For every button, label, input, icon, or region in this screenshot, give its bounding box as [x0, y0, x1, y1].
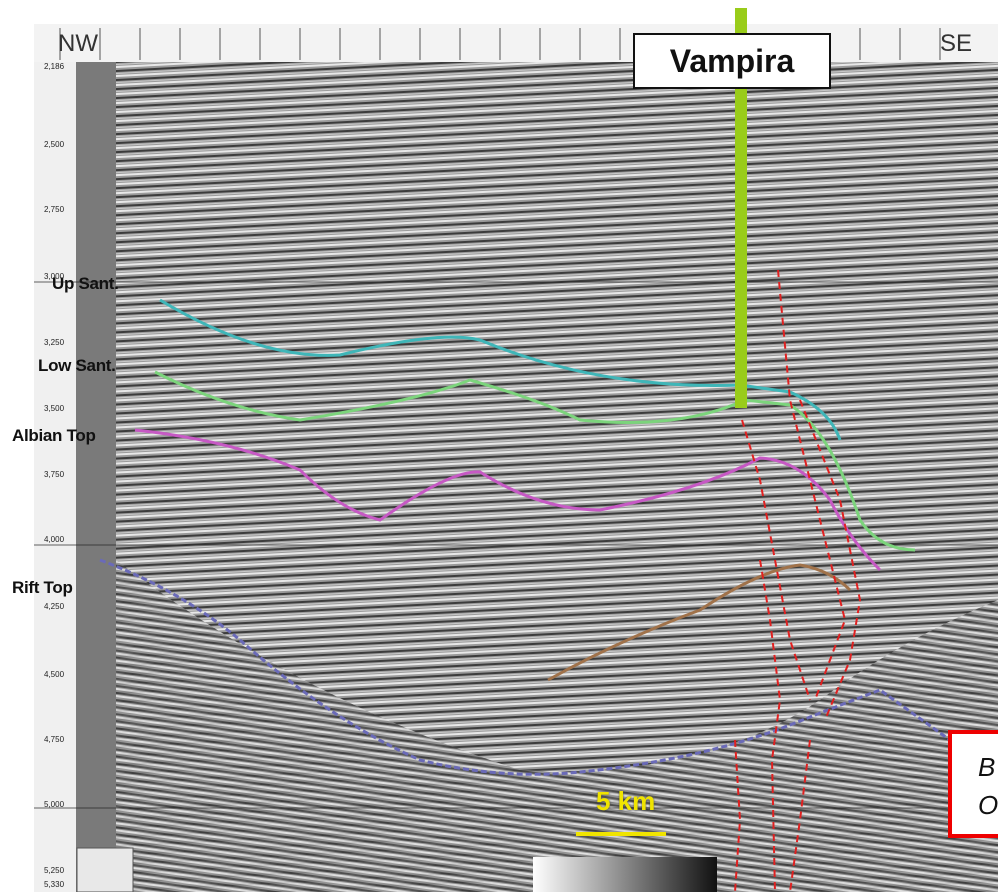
horizon-label-albian-top: Albian Top	[12, 426, 96, 445]
depth-tick: 4,250	[44, 602, 65, 611]
legend-line-2: O	[978, 790, 998, 820]
depth-tick: 2,500	[44, 140, 65, 149]
depth-tick: 4,750	[44, 735, 65, 744]
well-label: Vampira	[633, 33, 831, 89]
depth-tick: 4,500	[44, 670, 65, 679]
legend-line-1: B	[978, 752, 996, 782]
scale-bar-label: 5 km	[596, 786, 656, 816]
depth-tick: 3,000	[44, 272, 65, 281]
horizon-label-up-sant: Up Sant.	[52, 274, 119, 293]
depth-tick: 3,500	[44, 404, 65, 413]
depth-tick: 5,330	[44, 880, 65, 889]
horizon-label-low-sant: Low Sant.	[38, 356, 116, 375]
depth-tick: 2,186	[44, 62, 65, 71]
orientation-right: SE	[940, 30, 973, 57]
horizon-label-rift-top: Rift Top	[12, 578, 73, 597]
depth-tick: 4,000	[44, 535, 65, 544]
legend-box: B O	[948, 730, 998, 838]
depth-tick: 3,750	[44, 470, 65, 479]
depth-tick: 2,750	[44, 205, 65, 214]
depth-tick: 5,250	[44, 866, 65, 875]
orientation-left: NW	[58, 30, 98, 57]
depth-tick: 3,250	[44, 338, 65, 347]
depth-tick: 5,000	[44, 800, 65, 809]
